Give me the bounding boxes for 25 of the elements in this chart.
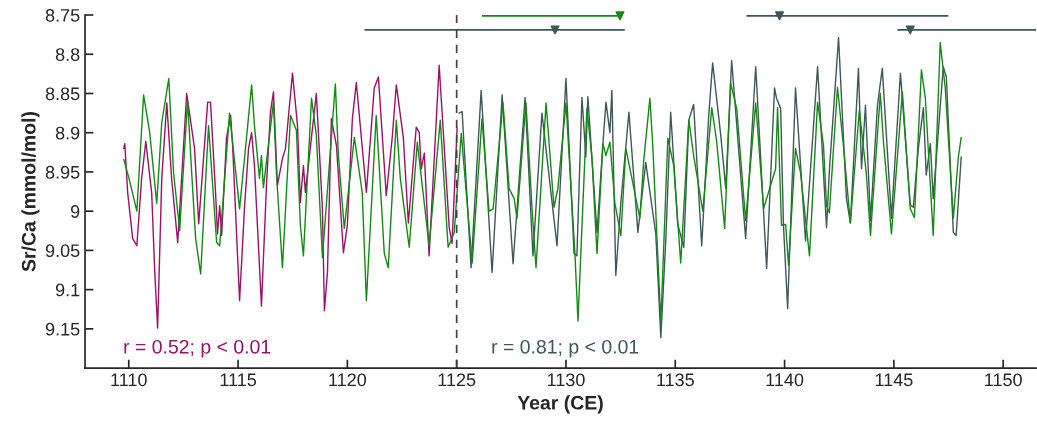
y-tick-label: 9.1	[55, 283, 80, 297]
x-tick-label: 1130	[547, 373, 585, 387]
annotation: r = 0.81; p < 0.01	[492, 339, 639, 358]
y-tick-label: 8.75	[45, 8, 80, 22]
x-tick-label: 1110	[111, 373, 147, 387]
y-tick-label: 9	[70, 205, 80, 218]
y-tick-label: 9.15	[45, 322, 80, 336]
x-tick-label: 1150	[985, 373, 1022, 387]
x-tick-label: 1135	[657, 373, 694, 387]
line-series	[123, 64, 458, 329]
x-tick-label: 1115	[220, 373, 257, 387]
y-tick-label: 9.05	[45, 244, 80, 258]
line-series	[123, 41, 962, 324]
x-tick-label: 1140	[766, 373, 804, 387]
x-axis-title: Year (CE)	[517, 395, 603, 414]
y-tick-label: 8.95	[45, 165, 80, 179]
x-tick-label: 1125	[438, 373, 476, 387]
annotation: r = 0.52; p < 0.01	[124, 339, 271, 358]
y-axis-title: Sr/Ca (mmol/mol)	[21, 112, 40, 272]
x-tick-label: 1145	[875, 373, 913, 387]
line-series	[458, 37, 962, 339]
x-tick-label: 1120	[329, 373, 367, 387]
y-tick-label: 8.9	[55, 126, 80, 140]
y-tick-label: 8.85	[45, 87, 80, 101]
y-tick-label: 8.8	[55, 48, 80, 61]
